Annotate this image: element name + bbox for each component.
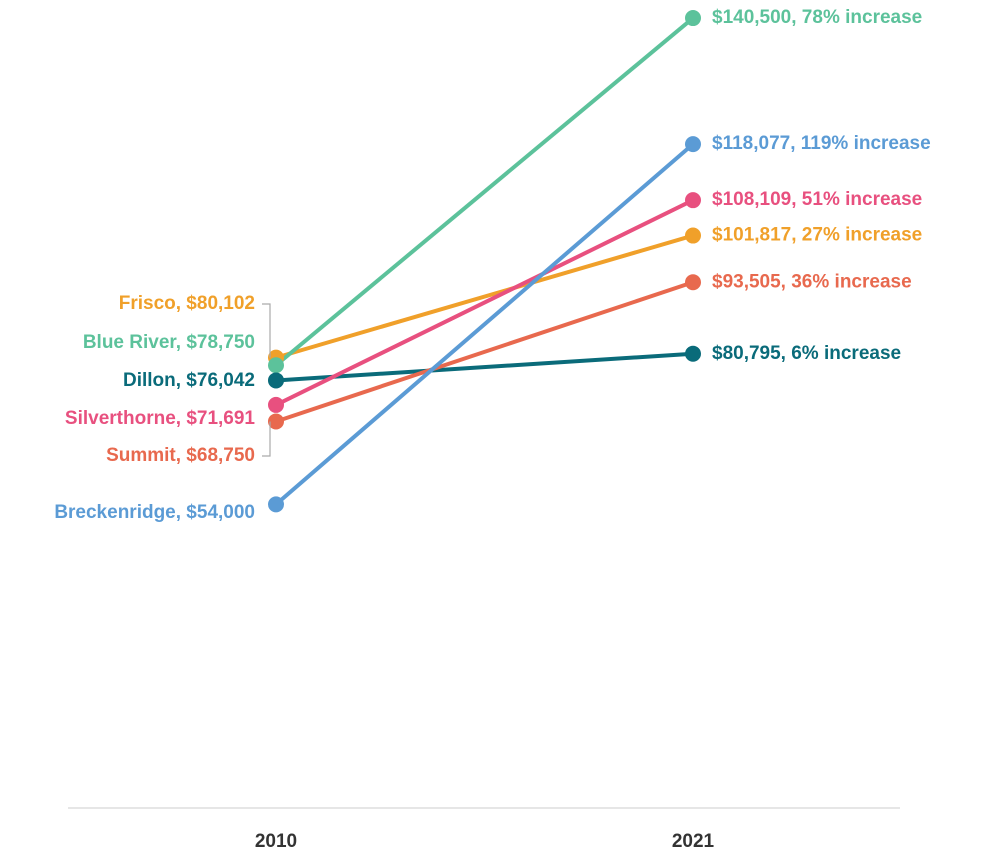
slope-line: [275, 198, 694, 407]
end-label: $80,795, 6% increase: [712, 343, 901, 364]
point: [685, 192, 701, 209]
start-label: Breckenridge, $54,000: [54, 502, 255, 523]
point: [685, 274, 701, 291]
leader-line: [262, 421, 271, 457]
slope-line: [274, 16, 695, 367]
point: [685, 10, 701, 27]
leader-line: [262, 303, 271, 358]
end-label: $108,109, 51% increase: [712, 189, 922, 210]
point: [685, 136, 701, 153]
slope-line: [275, 351, 694, 383]
x-tick-label: 2021: [672, 831, 715, 852]
point: [268, 396, 284, 413]
start-label: Dillon, $76,042: [123, 370, 255, 391]
start-label: Frisco, $80,102: [119, 293, 255, 314]
slope-line: [274, 142, 695, 506]
point: [268, 496, 284, 513]
point: [268, 357, 284, 374]
slope-line: [275, 280, 694, 424]
point: [268, 372, 284, 389]
point: [685, 345, 701, 362]
slope-line: [275, 233, 694, 360]
start-label: Silverthorne, $71,691: [65, 408, 256, 429]
end-label: $118,077, 119% increase: [712, 133, 931, 154]
start-label: Summit, $68,750: [106, 445, 255, 466]
start-label: Blue River, $78,750: [83, 332, 255, 353]
point: [268, 413, 284, 430]
x-tick-label: 2010: [255, 831, 297, 852]
end-label: $140,500, 78% increase: [712, 7, 922, 28]
end-label: $93,505, 36% increase: [712, 271, 912, 292]
end-label: $101,817, 27% increase: [712, 225, 922, 246]
point: [685, 227, 701, 244]
